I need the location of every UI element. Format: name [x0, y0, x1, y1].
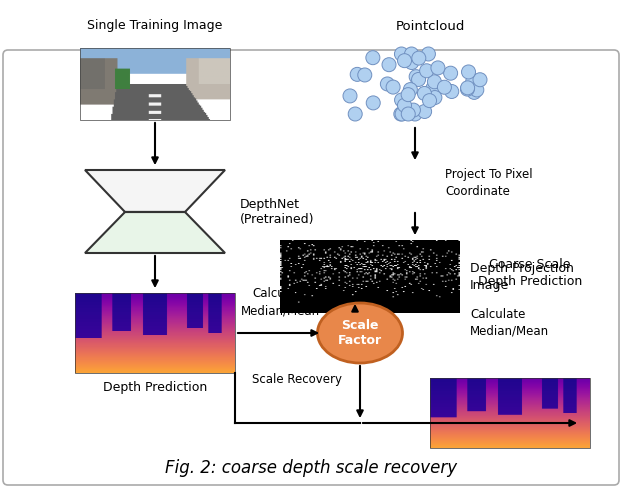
Circle shape [408, 107, 422, 121]
FancyBboxPatch shape [3, 50, 619, 485]
Circle shape [443, 66, 458, 80]
Circle shape [397, 98, 412, 112]
Text: Pointcloud: Pointcloud [396, 20, 465, 33]
Text: Scale Recovery: Scale Recovery [252, 373, 342, 386]
Circle shape [386, 80, 400, 94]
Circle shape [417, 104, 432, 119]
Circle shape [358, 68, 372, 82]
Circle shape [431, 61, 445, 75]
Circle shape [445, 84, 459, 99]
Circle shape [428, 91, 442, 104]
Circle shape [366, 51, 380, 65]
Circle shape [462, 65, 476, 79]
Circle shape [420, 64, 434, 78]
Ellipse shape [317, 303, 402, 363]
Bar [80, 48, 230, 120]
Circle shape [461, 81, 475, 95]
Bar [430, 378, 590, 448]
Circle shape [470, 83, 484, 97]
Circle shape [427, 75, 442, 89]
Text: Depth Prediction: Depth Prediction [103, 382, 207, 394]
Circle shape [366, 96, 380, 110]
Circle shape [348, 107, 362, 121]
Circle shape [405, 56, 419, 69]
Circle shape [350, 67, 364, 81]
Circle shape [381, 77, 394, 91]
Polygon shape [85, 170, 225, 212]
Circle shape [394, 107, 408, 121]
Circle shape [406, 103, 420, 117]
Text: Single Training Image: Single Training Image [87, 20, 223, 33]
Circle shape [412, 51, 426, 65]
Circle shape [473, 73, 487, 87]
Circle shape [422, 47, 435, 61]
Circle shape [467, 85, 481, 100]
Circle shape [412, 72, 425, 86]
Circle shape [401, 88, 415, 102]
Text: Project To Pixel
Coordinate: Project To Pixel Coordinate [445, 168, 532, 198]
Circle shape [397, 54, 412, 68]
Text: Calculate
Median/Mean: Calculate Median/Mean [470, 308, 549, 338]
Circle shape [404, 47, 419, 61]
Circle shape [466, 74, 480, 88]
Circle shape [395, 107, 409, 121]
Text: Fig. 2: coarse depth scale recovery: Fig. 2: coarse depth scale recovery [165, 459, 457, 477]
Text: DepthNet
(Pretrained): DepthNet (Pretrained) [240, 198, 315, 226]
Text: Coarse Scale
Depth Prediction: Coarse Scale Depth Prediction [478, 258, 582, 288]
Circle shape [460, 82, 475, 96]
Text: Depth Projection
Image: Depth Projection Image [470, 262, 574, 292]
Text: Scale
Factor: Scale Factor [338, 319, 382, 347]
Circle shape [417, 86, 432, 101]
Polygon shape [85, 212, 225, 253]
Circle shape [403, 82, 417, 97]
Circle shape [437, 80, 452, 94]
Circle shape [409, 70, 423, 83]
Circle shape [425, 81, 440, 96]
Circle shape [394, 93, 409, 107]
Circle shape [394, 47, 409, 61]
Circle shape [343, 89, 357, 103]
Text: Calculate
Median/Mean: Calculate Median/Mean [241, 287, 320, 317]
Circle shape [401, 107, 415, 121]
Circle shape [399, 103, 414, 117]
Bar [75, 293, 235, 373]
Circle shape [382, 58, 396, 72]
Circle shape [422, 94, 437, 108]
